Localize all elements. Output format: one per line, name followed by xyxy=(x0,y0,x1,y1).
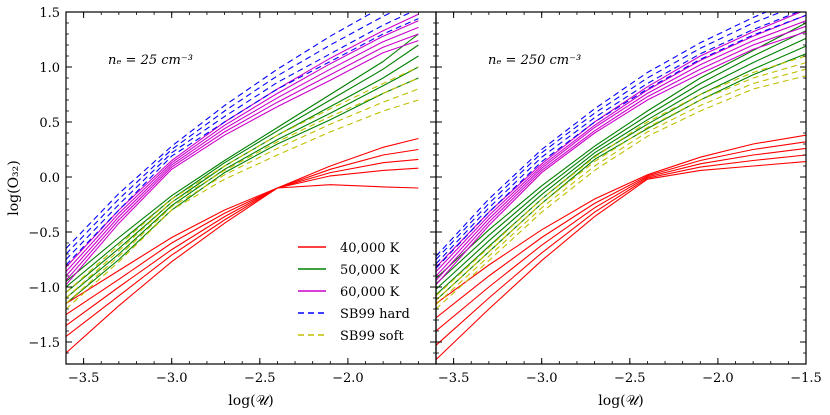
line-left-sb99-hard-3 xyxy=(66,18,419,266)
y-axis-label: log(O₃₂) xyxy=(6,160,22,216)
x-tick-label-right: −1.5 xyxy=(790,371,822,386)
y-tick-label: −1.5 xyxy=(28,336,60,351)
y-tick-label: −1.0 xyxy=(28,281,60,296)
line-right-60-000-k-2 xyxy=(436,20,806,277)
line-right-40-000-k-4 xyxy=(436,161,806,360)
line-left-40-000-k-0 xyxy=(66,137,419,304)
line-right-40-000-k-1 xyxy=(436,141,806,319)
y-tick-label: −0.5 xyxy=(28,226,60,241)
panel-annotation-left: nₑ = 25 cm⁻³ xyxy=(108,53,193,68)
line-left-40-000-k-3 xyxy=(66,167,419,337)
line-left-60-000-k-1 xyxy=(66,20,419,272)
line-right-sb99-hard-1 xyxy=(436,12,783,260)
x-axis-label-left: log(𝒰) xyxy=(228,393,273,409)
line-right-50-000-k-1 xyxy=(436,30,806,285)
x-tick-label-right: −2.0 xyxy=(702,371,734,386)
legend-label: 50,000 K xyxy=(340,263,400,278)
line-right-50-000-k-0 xyxy=(436,22,806,279)
y-tick-label: 0.0 xyxy=(39,171,60,186)
panel-left-series xyxy=(66,12,419,354)
line-left-40-000-k-1 xyxy=(66,148,419,315)
line-left-sb99-hard-1 xyxy=(66,12,394,255)
x-axis-label-right: log(𝒰) xyxy=(598,393,643,409)
line-right-sb99-hard-0 xyxy=(436,12,768,257)
line-left-50-000-k-1 xyxy=(66,44,419,288)
line-left-sb99-soft-2 xyxy=(66,88,419,304)
line-right-sb99-soft-1 xyxy=(436,62,806,301)
line-left-sb99-soft-3 xyxy=(66,99,419,310)
line-right-sb99-soft-3 xyxy=(436,75,806,310)
line-left-50-000-k-0 xyxy=(66,33,419,282)
plot-lines xyxy=(66,12,806,360)
line-left-sb99-hard-2 xyxy=(66,12,413,260)
panel-right-series xyxy=(436,12,806,360)
line-left-sb99-soft-1 xyxy=(66,77,419,299)
x-tick-label-left: −3.0 xyxy=(156,371,188,386)
y-tick-label: 0.5 xyxy=(39,116,60,131)
y-tick-label: 1.5 xyxy=(39,6,60,21)
x-tick-label-left: −3.5 xyxy=(68,371,100,386)
legend: 40,000 K 50,000 K 60,000 K SB99 hard SB99 so… xyxy=(298,241,410,344)
legend-label: 60,000 K xyxy=(340,285,400,300)
line-right-sb99-soft-0 xyxy=(436,55,806,297)
text-labels: log(O₃₂) log(𝒰) log(𝒰) nₑ = 25 cm⁻³ nₑ =… xyxy=(6,53,644,409)
x-tick-label-right: −3.0 xyxy=(526,371,558,386)
legend-label: SB99 hard xyxy=(340,307,410,322)
x-tick-label-left: −2.0 xyxy=(332,371,364,386)
line-left-60-000-k-3 xyxy=(66,33,419,281)
x-tick-label-right: −2.5 xyxy=(614,371,646,386)
line-right-60-000-k-4 xyxy=(436,31,806,286)
line-left-40-000-k-2 xyxy=(66,158,419,326)
line-right-60-000-k-1 xyxy=(436,14,806,272)
legend-label: 40,000 K xyxy=(340,241,400,256)
line-right-50-000-k-2 xyxy=(436,37,806,290)
line-left-40-000-k-4 xyxy=(66,184,419,354)
line-left-60-000-k-4 xyxy=(66,40,419,286)
legend-label: SB99 soft xyxy=(340,329,404,344)
line-right-60-000-k-0 xyxy=(436,12,803,268)
line-left-sb99-soft-0 xyxy=(66,66,419,293)
line-right-40-000-k-2 xyxy=(436,147,806,332)
x-tick-label-left: −2.5 xyxy=(244,371,276,386)
x-tick-label-right: −3.5 xyxy=(438,371,470,386)
line-left-60-000-k-2 xyxy=(66,26,419,277)
line-left-sb99-hard-0 xyxy=(66,12,375,249)
axes: −3.5 −3.0 −2.5 −2.0 −1.5 −1.0 −0.5 0.0 0.5 1.0 1.5… xyxy=(28,6,821,386)
y-tick-label: 1.0 xyxy=(39,61,60,76)
panel-annotation-right: nₑ = 250 cm⁻³ xyxy=(488,53,581,68)
line-right-40-000-k-0 xyxy=(436,134,806,304)
line-right-40-000-k-3 xyxy=(436,154,806,346)
line-right-60-000-k-3 xyxy=(436,25,806,281)
line-right-50-000-k-3 xyxy=(436,45,806,296)
line-left-50-000-k-3 xyxy=(66,66,419,299)
line-right-sb99-soft-2 xyxy=(436,68,806,306)
